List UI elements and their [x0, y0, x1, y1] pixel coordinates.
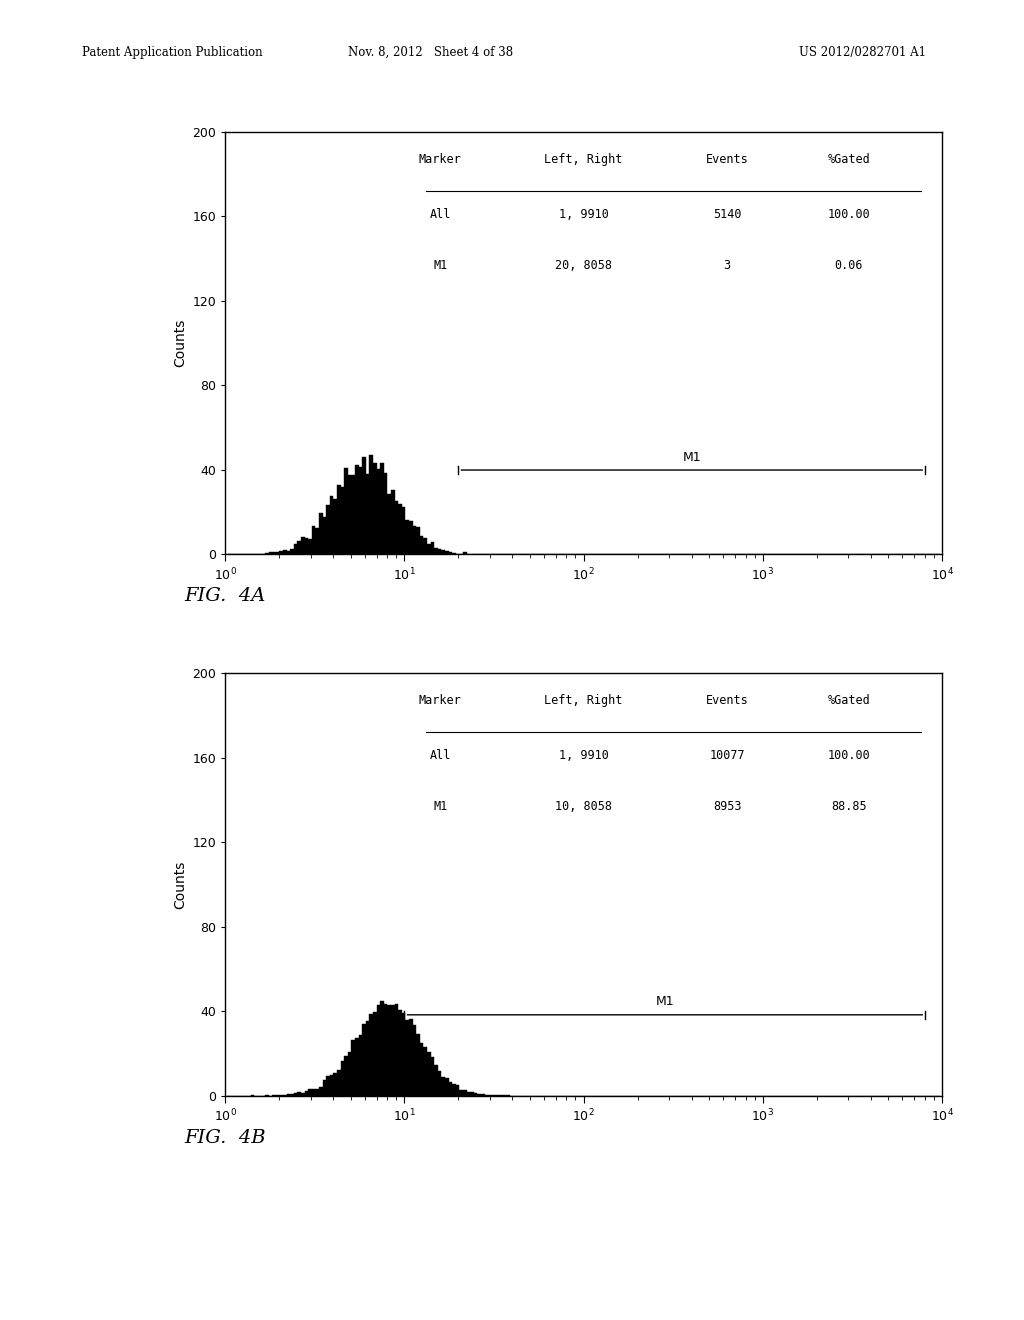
Y-axis label: Counts: Counts	[173, 861, 186, 908]
Y-axis label: Counts: Counts	[173, 319, 186, 367]
Text: 1, 9910: 1, 9910	[559, 209, 608, 220]
Text: Left, Right: Left, Right	[545, 153, 623, 166]
Text: Marker: Marker	[419, 694, 462, 708]
Text: 100.00: 100.00	[827, 750, 870, 762]
Text: 5140: 5140	[713, 209, 741, 220]
Text: M1: M1	[433, 259, 447, 272]
Text: All: All	[430, 209, 451, 220]
Text: 3: 3	[724, 259, 730, 272]
Text: 20, 8058: 20, 8058	[555, 259, 612, 272]
Text: FIG.  4A: FIG. 4A	[184, 587, 265, 606]
Text: FIG.  4B: FIG. 4B	[184, 1129, 266, 1147]
Text: 10, 8058: 10, 8058	[555, 800, 612, 813]
Text: Nov. 8, 2012   Sheet 4 of 38: Nov. 8, 2012 Sheet 4 of 38	[347, 46, 513, 59]
Text: %Gated: %Gated	[827, 694, 870, 708]
Text: Events: Events	[706, 153, 749, 166]
Text: %Gated: %Gated	[827, 153, 870, 166]
Text: Marker: Marker	[419, 153, 462, 166]
Text: 8953: 8953	[713, 800, 741, 813]
Text: 10077: 10077	[710, 750, 744, 762]
Text: M1: M1	[433, 800, 447, 813]
Text: 0.06: 0.06	[835, 259, 863, 272]
Text: Events: Events	[706, 694, 749, 708]
Text: 100.00: 100.00	[827, 209, 870, 220]
Text: M1: M1	[683, 450, 701, 463]
Text: Left, Right: Left, Right	[545, 694, 623, 708]
Text: 1, 9910: 1, 9910	[559, 750, 608, 762]
Text: M1: M1	[655, 995, 674, 1008]
Text: 88.85: 88.85	[831, 800, 866, 813]
Text: All: All	[430, 750, 451, 762]
Text: US 2012/0282701 A1: US 2012/0282701 A1	[799, 46, 926, 59]
Text: Patent Application Publication: Patent Application Publication	[82, 46, 262, 59]
